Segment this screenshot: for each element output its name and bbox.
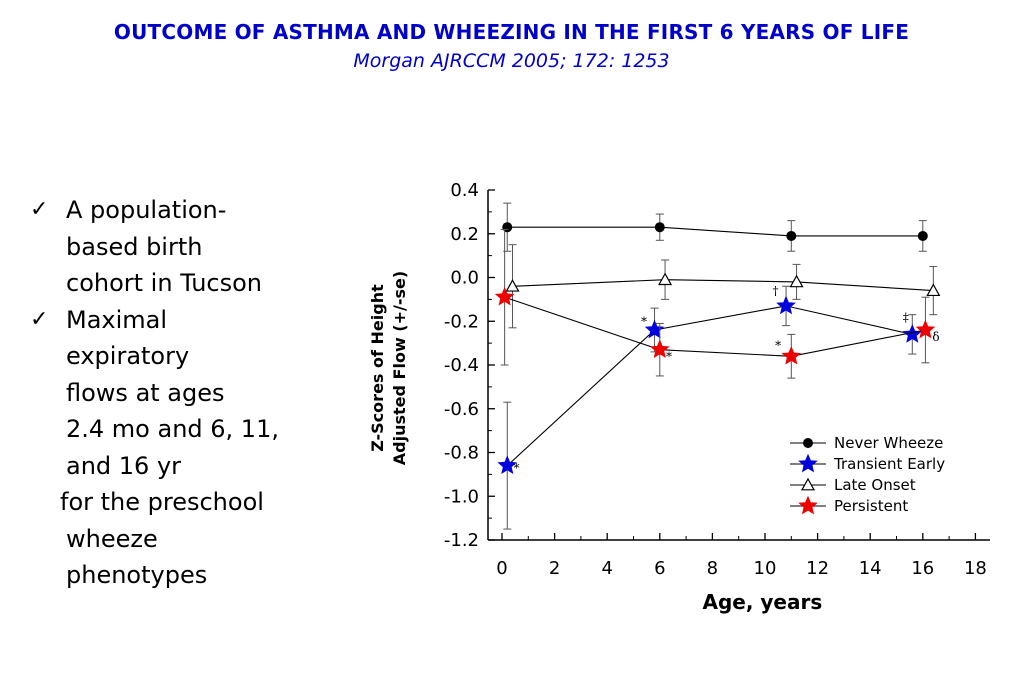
significance-annotation: δ — [932, 330, 939, 344]
data-point-transient-early — [497, 455, 518, 474]
bullet-list: ✓ A population- based birth cohort in Tu… — [30, 192, 330, 594]
data-point-late-onset — [789, 274, 804, 288]
x-tick-label: 2 — [549, 558, 560, 579]
significance-annotation: * — [641, 315, 647, 329]
bullet-line: flows at ages — [66, 378, 225, 407]
data-point-never-wheeze — [917, 230, 928, 241]
legend-marker-late-onset — [800, 477, 816, 491]
data-point-persistent — [915, 319, 936, 339]
significance-annotation: ‡ — [903, 310, 909, 324]
y-tick-label: 0.0 — [450, 268, 479, 289]
data-point-never-wheeze — [654, 222, 665, 233]
data-point-never-wheeze — [502, 222, 513, 233]
note-line: wheeze — [66, 524, 158, 553]
legend-marker-never-wheeze — [803, 438, 813, 448]
y-tick-label: -1.0 — [444, 486, 479, 507]
y-tick-label: -0.6 — [444, 399, 479, 420]
y-axis-label: Adjusted Flow (+/-se) — [390, 271, 409, 465]
data-point-late-onset — [658, 272, 673, 286]
x-tick-label: 6 — [654, 558, 665, 579]
series-line-late-onset — [512, 279, 934, 292]
bullet-line: based birth — [66, 232, 203, 261]
bullet-line: cohort in Tucson — [66, 269, 263, 297]
x-tick-label: 14 — [859, 558, 882, 579]
legend-label-persistent: Persistent — [834, 497, 908, 515]
x-tick-label: 18 — [964, 558, 987, 579]
bullet-line: A population- — [66, 196, 227, 224]
legend-label-late-onset: Late Onset — [834, 476, 916, 494]
bullet-line: expiratory — [66, 342, 190, 370]
slide-subtitle: Morgan AJRCCM 2005; 172: 1253 — [353, 50, 670, 72]
data-point-never-wheeze — [786, 230, 797, 241]
y-tick-label: -1.2 — [444, 530, 479, 551]
y-tick-label: 0.2 — [450, 224, 479, 245]
x-tick-label: 10 — [754, 558, 777, 579]
data-point-late-onset — [926, 283, 941, 297]
y-tick-label: 0.4 — [450, 180, 479, 201]
legend-marker-transient-early — [798, 453, 818, 473]
x-tick-label: 8 — [707, 558, 718, 579]
slide-title: OUTCOME OF ASTHMA AND WHEEZING IN THE FI… — [113, 20, 910, 44]
series-line-never-wheeze — [507, 226, 923, 237]
significance-annotation: † — [773, 284, 779, 298]
bullet-line: 2.4 mo and 6, 11, — [66, 415, 279, 443]
series-line-persistent — [504, 296, 926, 357]
significance-annotation: * — [666, 350, 672, 364]
bullet-item-cohort: ✓ A population- based birth cohort in Tu… — [30, 192, 330, 302]
bullet-line: and 16 yr — [66, 451, 182, 480]
y-tick-label: -0.8 — [444, 443, 479, 464]
x-tick-label: 16 — [911, 558, 934, 579]
note-line: phenotypes — [66, 561, 208, 589]
data-point-persistent — [781, 346, 802, 365]
legend-marker-persistent — [798, 495, 818, 515]
data-point-persistent — [494, 286, 515, 306]
x-tick-label: 0 — [496, 558, 507, 579]
note-line: for the preschool — [60, 488, 264, 516]
data-point-transient-early — [776, 295, 796, 315]
bullet-line: Maximal — [66, 305, 168, 334]
check-mark-icon: ✓ — [30, 306, 49, 332]
significance-annotation: * — [513, 461, 519, 475]
data-point-transient-early — [644, 319, 665, 339]
y-tick-label: -0.2 — [444, 311, 479, 332]
x-axis-label: Age, years — [702, 590, 822, 614]
series-line-transient-early — [506, 305, 913, 467]
data-point-late-onset — [505, 279, 520, 292]
bullet-item-flows: ✓ Maximal expiratory flows at ages 2.4 m… — [30, 302, 330, 485]
significance-annotation: * — [775, 339, 781, 353]
data-point-persistent — [649, 339, 670, 359]
y-tick-label: -0.4 — [444, 355, 479, 376]
x-tick-label: 12 — [806, 558, 829, 579]
y-axis-label: Z-Scores of Height — [368, 284, 387, 452]
legend-label-never-wheeze: Never Wheeze — [834, 434, 943, 452]
check-mark-icon: ✓ — [30, 197, 49, 222]
bullet-note: for the preschool wheeze phenotypes — [30, 484, 330, 594]
x-tick-label: 4 — [601, 558, 612, 579]
legend-label-transient-early: Transient Early — [833, 455, 945, 473]
